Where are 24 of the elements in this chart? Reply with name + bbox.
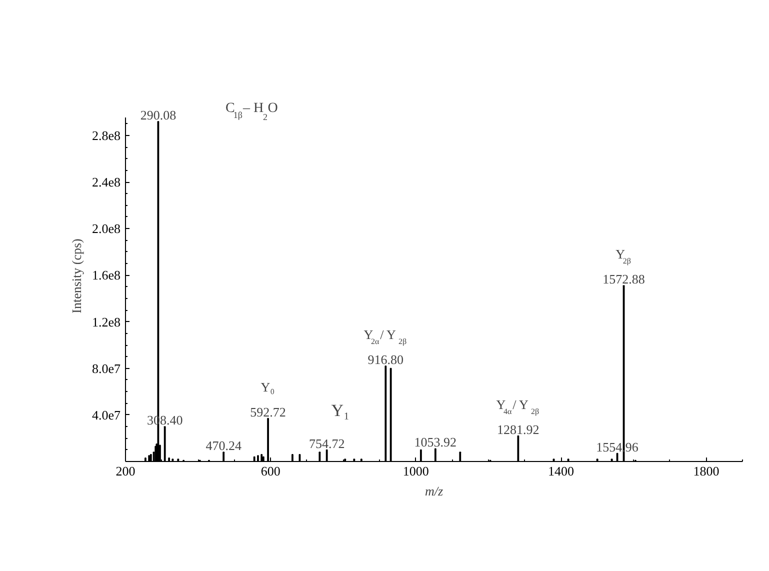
annotation: Y₁ — [331, 400, 350, 420]
annotation: 290.08 — [140, 107, 176, 122]
y-tick-label: 1.2e8 — [92, 314, 121, 330]
annotation: 754.72 — [308, 436, 345, 451]
y-tick-label: 1.6e8 — [92, 268, 121, 283]
annotation: 470.24 — [206, 438, 242, 454]
annotation: 1572.88 — [602, 272, 645, 287]
y-tick-label: 2.0e8 — [92, 221, 121, 236]
y-tick-label: 4.0e7 — [92, 407, 121, 422]
annotation: Y₀ — [260, 379, 275, 394]
annotation: 916.80 — [368, 352, 404, 368]
x-tick-label: 1000 — [402, 464, 429, 478]
x-tick-label: 600 — [260, 464, 280, 478]
annotation: 1281.92 — [497, 422, 540, 437]
y-tick-label: 2.4e8 — [92, 174, 121, 190]
y-axis-title: Intensity (cps) — [68, 238, 84, 314]
y-tick-label: 2.8e8 — [92, 128, 121, 143]
y-tick-label: 8.0e7 — [92, 360, 121, 376]
x-tick-label: 1800 — [693, 464, 720, 478]
x-tick-label: 1400 — [548, 464, 574, 478]
annotation: 592.72 — [250, 404, 286, 420]
annotation: 1053.92 — [414, 434, 457, 450]
x-tick-label: 200 — [116, 464, 136, 478]
x-axis-title: m/z — [424, 484, 444, 498]
